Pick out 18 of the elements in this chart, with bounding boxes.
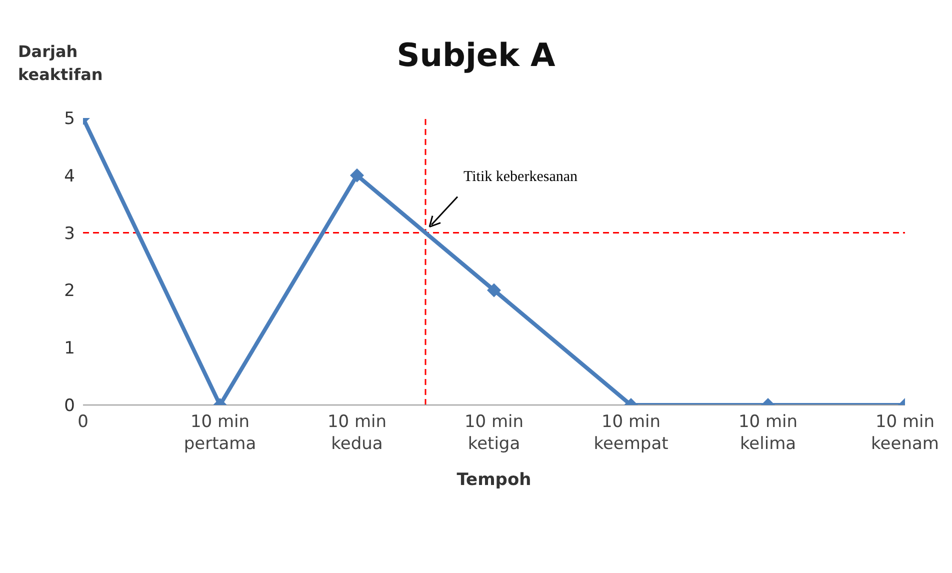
x-tick-label: 10 min kedua	[327, 412, 387, 454]
x-tick-label: 10 min pertama	[184, 412, 256, 454]
y-tick-label: 2	[64, 281, 75, 302]
x-tick-label: 10 min keenam	[871, 412, 939, 454]
point	[487, 283, 501, 298]
x-tick-label: 0	[78, 412, 88, 432]
x-tick-label: 10 min keempat	[594, 412, 669, 454]
y-tick-label: 5	[64, 109, 75, 130]
chart-title: Subjek A	[396, 36, 556, 74]
annotation: Titik keberkesanan	[464, 168, 578, 185]
y-tick-label: 3	[64, 224, 75, 244]
y-tick-label: 0	[64, 396, 75, 416]
x-axis-title: Tempoh	[456, 470, 532, 490]
x-tick-label: 10 min kelima	[738, 412, 798, 454]
y-axis-title: Darjah keaktifan	[18, 41, 104, 86]
y-tick-label: 1	[64, 338, 75, 359]
y-tick-label: 4	[64, 166, 75, 186]
x-tick-label: 10 min ketiga	[464, 412, 524, 454]
